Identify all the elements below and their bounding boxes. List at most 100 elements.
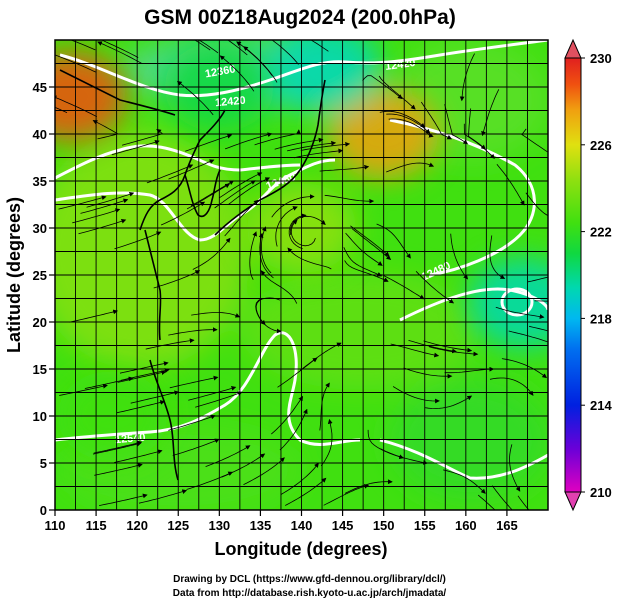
streamline <box>134 40 137 41</box>
x-tick-label: 150 <box>373 518 395 533</box>
streamline <box>93 440 143 454</box>
streamline <box>378 75 416 110</box>
credit-drawing: Drawing by DCL (https://www.gfd-dennou.o… <box>173 574 446 585</box>
streamline <box>386 162 435 173</box>
streamline <box>495 306 545 319</box>
streamline <box>288 213 307 250</box>
coastline <box>184 169 221 218</box>
streamline <box>287 140 337 152</box>
streamline <box>190 180 235 207</box>
colorbar-bottom-arrow <box>564 491 582 512</box>
streamline <box>119 361 169 374</box>
streamline <box>491 485 513 510</box>
colorbar-tick-label: 230 <box>590 51 612 66</box>
x-axis-label: Longitude (degrees) <box>214 539 387 559</box>
streamline <box>344 260 389 282</box>
x-tick-label: 110 <box>45 518 66 533</box>
contour-line <box>399 287 548 322</box>
contour-line <box>55 144 301 180</box>
y-tick-label: 25 <box>33 268 47 283</box>
streamline <box>130 390 180 404</box>
x-tick-label: 135 <box>250 518 272 533</box>
coastline <box>214 79 326 236</box>
streamline <box>188 386 237 401</box>
streamline <box>300 141 351 151</box>
coastline <box>149 359 179 481</box>
x-tick-label: 155 <box>414 518 436 533</box>
y-tick-label: 35 <box>33 174 47 189</box>
streamline <box>496 164 525 206</box>
colorbar-tick-label: 214 <box>590 398 612 413</box>
streamline <box>525 192 548 217</box>
x-tick-label: 160 <box>455 518 477 533</box>
streamline <box>468 108 486 150</box>
colorbar: 210 214 218 222 226 230 <box>564 38 612 512</box>
colorbar-body <box>564 57 582 493</box>
streamline <box>319 164 370 172</box>
streamline <box>290 219 316 247</box>
x-axis-ticks: 110 115 120 125 130 135 140 145 150 155 160 165 <box>45 510 518 533</box>
streamline <box>227 40 248 56</box>
streamline <box>362 75 403 100</box>
streamline <box>224 132 273 150</box>
streamline <box>160 201 206 226</box>
credit-data: Data from http://database.rish.kyoto-u.a… <box>172 588 447 599</box>
x-tick-label: 125 <box>167 518 189 533</box>
streamline <box>168 327 218 336</box>
coastlines <box>59 69 326 481</box>
contour-line <box>500 287 534 317</box>
streamline <box>529 325 548 332</box>
streamline <box>293 148 344 159</box>
streamline <box>425 395 473 410</box>
streamline <box>420 101 453 140</box>
streamline <box>423 340 473 353</box>
streamline <box>168 414 216 431</box>
x-tick-label: 115 <box>86 518 107 533</box>
streamline <box>214 180 256 209</box>
streamline <box>191 312 241 318</box>
streamline <box>481 89 500 137</box>
streamline <box>508 330 548 343</box>
contour-label: 12420 <box>384 57 416 73</box>
contour-line <box>55 331 361 446</box>
streamline <box>114 449 163 463</box>
streamline <box>168 159 215 180</box>
streamline <box>192 237 231 270</box>
streamline <box>489 235 506 279</box>
y-tick-label: 20 <box>33 315 47 330</box>
streamline <box>249 231 257 280</box>
y-tick-label: 15 <box>33 362 47 377</box>
streamline <box>388 118 434 138</box>
chart-title: GSM 00Z18Aug2024 (200.0hPa) <box>144 6 456 29</box>
streamline <box>69 309 118 323</box>
streamline <box>172 438 220 456</box>
streamline <box>116 400 166 414</box>
streamline <box>408 340 457 354</box>
streamline <box>517 495 530 510</box>
streamline <box>350 225 390 257</box>
field-extreme <box>271 40 382 114</box>
streamline <box>205 445 251 467</box>
y-axis-label: Latitude (degrees) <box>4 197 24 353</box>
streamline <box>501 358 548 379</box>
y-tick-label: 45 <box>33 80 47 95</box>
y-axis-ticks: 0 5 10 15 20 25 30 35 40 45 <box>33 80 55 518</box>
streamline <box>99 493 148 506</box>
streamline <box>58 195 107 210</box>
colorbar-top-arrow <box>564 38 582 59</box>
streamline <box>324 194 375 204</box>
streamline <box>185 133 233 152</box>
streamline <box>343 247 383 277</box>
streamline <box>260 270 298 304</box>
streamline <box>59 383 108 396</box>
streamline <box>219 55 255 92</box>
streamline <box>236 41 273 76</box>
streamline <box>352 228 392 261</box>
x-tick-label: 165 <box>496 518 518 533</box>
streamline <box>275 206 298 247</box>
streamline <box>527 276 548 283</box>
streamline <box>55 95 98 118</box>
streamline <box>145 338 195 350</box>
streamline <box>403 367 453 379</box>
